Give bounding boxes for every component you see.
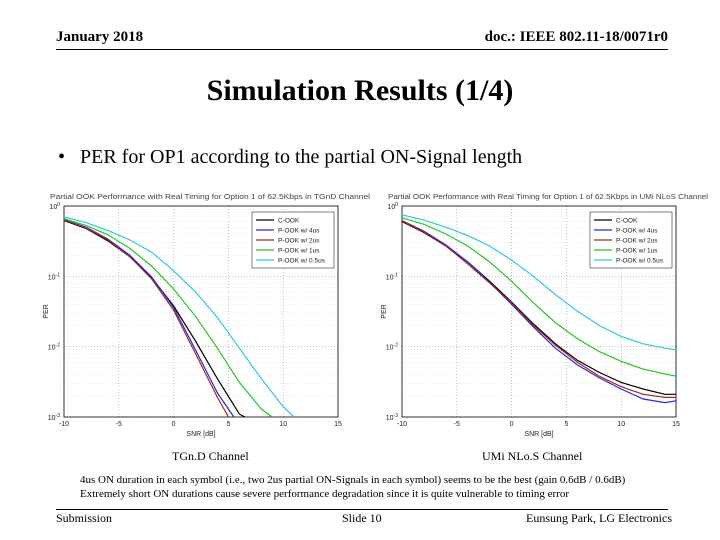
series-line xyxy=(63,218,273,418)
legend-label: P-OOK w/ 2us xyxy=(616,238,658,245)
legend-label: P-OOK w/ 1us xyxy=(616,248,658,255)
x-tick-label: 15 xyxy=(672,421,680,428)
plot-frame xyxy=(401,205,677,418)
x-tick-label: 5 xyxy=(564,421,568,428)
x-tick-label: -10 xyxy=(397,421,407,428)
x-tick-label: 15 xyxy=(334,421,342,428)
slide-title: Simulation Results (1/4) xyxy=(206,74,514,107)
series-line xyxy=(401,217,677,377)
y-tick-label: 10-3 xyxy=(386,413,398,422)
legend-label: P-OOK w/ 1us xyxy=(278,248,320,255)
y-tick-label: 10-2 xyxy=(48,343,60,352)
legend-label: P-OOK w/ 0.5us xyxy=(278,258,326,265)
footer-slide-number: Slide 10 xyxy=(342,511,382,525)
x-axis-label: SNR [dB] xyxy=(186,431,215,438)
plot-frame xyxy=(63,205,339,418)
legend-label: P-OOK w/ 0.5us xyxy=(616,258,664,265)
x-tick-label: 0 xyxy=(172,421,176,428)
x-axis-label: SNR [dB] xyxy=(524,431,553,438)
header-doc-id: doc.: IEEE 802.11-18/0071r0 xyxy=(484,29,668,45)
header-date: January 2018 xyxy=(56,29,144,45)
series-line xyxy=(63,219,229,418)
y-tick-label: 10-2 xyxy=(386,343,398,352)
y-tick-label: 100 xyxy=(387,202,398,211)
x-tick-label: -5 xyxy=(454,421,460,428)
x-tick-label: 10 xyxy=(617,421,625,428)
per-chart-umi-nlos: Partial OOK Performance with Real Timing… xyxy=(381,192,708,438)
legend-label: P-OOK w/ 4us xyxy=(616,228,658,235)
series-line xyxy=(401,220,677,404)
chart-title: Partial OOK Performance with Real Timing… xyxy=(50,192,370,201)
series-line xyxy=(63,219,235,418)
caption-right: UMi NLo.S Channel xyxy=(482,449,583,463)
x-tick-label: 10 xyxy=(279,421,287,428)
x-tick-label: 5 xyxy=(226,421,230,428)
legend-label: P-OOK w/ 4us xyxy=(278,228,320,235)
footer-submission: Submission xyxy=(56,511,113,525)
x-tick-label: -10 xyxy=(59,421,69,428)
legend-label: P-OOK w/ 2us xyxy=(278,238,320,245)
x-tick-label: 0 xyxy=(510,421,514,428)
header-divider xyxy=(56,49,668,50)
footer-divider xyxy=(56,509,668,510)
per-chart-tgnd: Partial OOK Performance with Real Timing… xyxy=(43,192,370,438)
y-tick-label: 100 xyxy=(49,202,60,211)
chart-title: Partial OOK Performance with Real Timing… xyxy=(388,192,708,201)
legend-label: C-OOK xyxy=(278,218,300,225)
x-tick-label: -5 xyxy=(116,421,122,428)
series-line xyxy=(401,214,677,351)
caption-left: TGn.D Channel xyxy=(172,449,249,463)
series-line xyxy=(401,220,676,398)
y-tick-label: 10-1 xyxy=(48,272,60,281)
y-axis-label: PER xyxy=(381,304,388,318)
series-line xyxy=(63,216,295,418)
bullet-symbol: • xyxy=(58,146,66,168)
legend-label: C-OOK xyxy=(616,218,638,225)
y-tick-label: 10-1 xyxy=(386,272,398,281)
note-2: Extremely short ON durations cause sever… xyxy=(80,488,570,500)
bullet-text: PER for OP1 according to the partial ON-… xyxy=(80,146,523,168)
note-1: 4us ON duration in each symbol (i.e., tw… xyxy=(80,474,626,486)
footer-author: Eunsung Park, LG Electronics xyxy=(526,511,672,525)
bullet-point: • PER for OP1 according to the partial ON… xyxy=(58,146,522,169)
y-axis-label: PER xyxy=(43,304,50,318)
y-tick-label: 10-3 xyxy=(48,413,60,422)
